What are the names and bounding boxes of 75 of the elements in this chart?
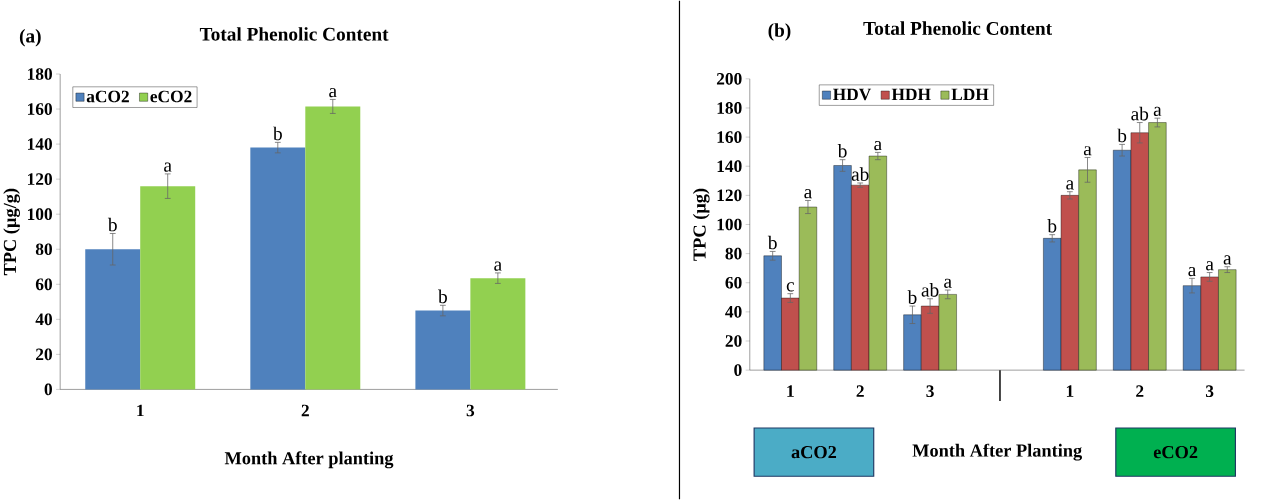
y-axis-title: TPC (µg) — [692, 188, 710, 261]
bar — [470, 278, 526, 390]
y-tick-label: 180 — [28, 68, 52, 80]
data-label: b — [837, 143, 847, 158]
y-tick-label: 180 — [717, 102, 742, 114]
y-tick-label: 40 — [35, 313, 52, 326]
data-label: a — [494, 261, 502, 271]
data-label: b — [767, 235, 777, 250]
bar — [85, 249, 141, 390]
bar — [305, 106, 361, 390]
data-label: a — [164, 162, 172, 172]
text: aCO2 — [791, 445, 837, 459]
legend-label: HDV — [832, 88, 872, 101]
text: eCO2 — [1153, 445, 1198, 459]
data-label: a — [944, 278, 952, 288]
x-tick-label: 2 — [301, 404, 309, 417]
y-tick-label: 120 — [717, 189, 742, 202]
x-axis-title: Month After planting — [224, 451, 394, 469]
data-label: b — [1047, 218, 1057, 233]
chart-title: Total Phenolic Content — [199, 27, 389, 41]
data-label: a — [1066, 180, 1074, 190]
y-tick-label: 100 — [717, 218, 742, 231]
data-label: c — [786, 282, 795, 292]
data-label: ab — [851, 167, 869, 181]
y-tick-label: 0 — [44, 383, 52, 396]
legend-label: eCO2 — [150, 90, 192, 103]
x-tick-label: 3 — [1205, 385, 1214, 397]
y-tick-label: 20 — [36, 348, 52, 361]
y-tick-label: 140 — [717, 160, 742, 173]
x-tick-label: 1 — [787, 385, 794, 397]
data-label: a — [1223, 255, 1232, 265]
y-tick-label: 200 — [716, 72, 742, 85]
data-label: a — [1206, 261, 1214, 271]
y-tick-label: 40 — [725, 305, 742, 318]
data-label: b — [1117, 128, 1127, 143]
y-tick-label: 60 — [725, 276, 742, 289]
y-tick-label: 140 — [28, 138, 52, 150]
data-label: a — [329, 88, 337, 98]
x-tick-label: 2 — [856, 385, 864, 397]
data-label: b — [907, 290, 917, 304]
y-tick-label: 160 — [717, 131, 742, 143]
data-label: b — [438, 289, 447, 304]
data-label: a — [1083, 146, 1092, 156]
bar — [250, 147, 306, 390]
y-tick-label: 160 — [28, 103, 52, 115]
data-label: a — [1188, 266, 1196, 277]
data-label: ab — [921, 283, 939, 297]
text: (a) — [19, 28, 41, 47]
bar — [415, 310, 471, 390]
y-axis-title: TPC (µg/g) — [3, 188, 20, 276]
legend-label: HDH — [891, 88, 931, 101]
y-tick-label: 100 — [28, 208, 52, 220]
x-tick-label: 3 — [926, 385, 934, 397]
y-tick-label: 60 — [35, 278, 52, 291]
data-label: a — [804, 189, 812, 199]
chart-title: Total Phenolic Content — [863, 21, 1052, 35]
data-label: a — [874, 140, 882, 151]
data-label: b — [272, 126, 282, 141]
x-tick-label: 1 — [1066, 385, 1074, 397]
y-tick-label: 0 — [734, 364, 742, 376]
data-label: ab — [1131, 106, 1149, 121]
x-axis-title: Month After Planting — [912, 443, 1082, 461]
y-tick-label: 80 — [725, 247, 742, 260]
data-label: b — [107, 217, 117, 232]
x-tick-label: 1 — [137, 404, 144, 417]
legend-label: LDH — [951, 88, 989, 101]
x-tick-label: 3 — [466, 404, 475, 417]
legend-label: aCO2 — [86, 90, 129, 103]
text: (b) — [768, 23, 791, 41]
data-label: a — [1153, 106, 1162, 116]
y-tick-label: 20 — [725, 335, 742, 347]
bar — [140, 186, 196, 390]
y-tick-label: 120 — [28, 173, 52, 185]
x-tick-label: 2 — [1136, 385, 1144, 397]
y-tick-label: 80 — [35, 243, 52, 256]
